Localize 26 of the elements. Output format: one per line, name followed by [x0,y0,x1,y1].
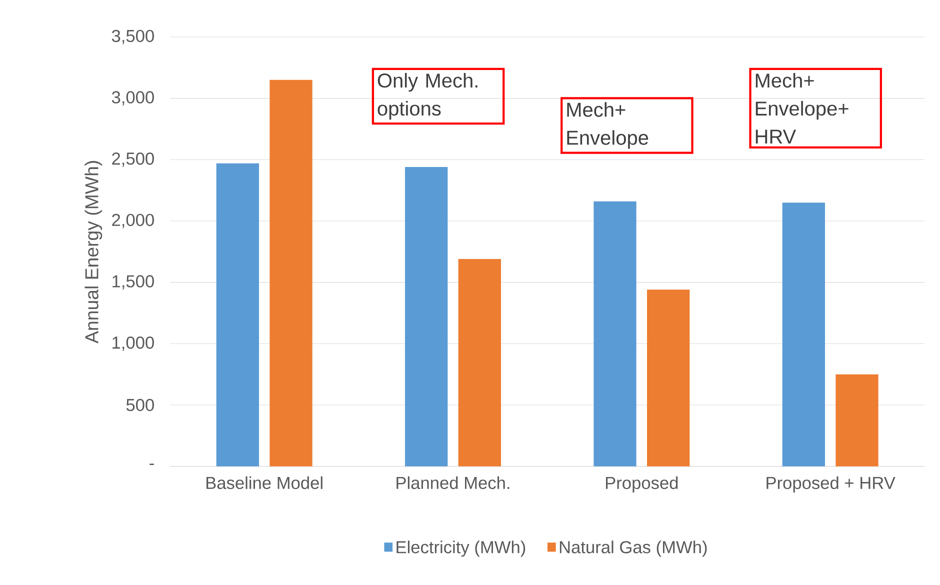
x-tick-label: Planned Mech. [396,476,510,490]
y-axis-title: Annual Energy (MWh) [84,161,102,344]
y-tick-label: 500 [126,398,154,412]
x-tick-label: Proposed [606,476,678,493]
y-tick-label: 1,000 [112,336,154,351]
y-tick-label: 3,000 [112,91,154,106]
y-tick-label: 2,000 [112,214,154,228]
y-tick-label: 3,500 [112,30,154,44]
bar [594,201,636,466]
bar [647,290,690,466]
x-tick-label: Baseline Model [206,476,322,490]
y-tick-label: 2,500 [112,152,154,167]
x-tick-label: Proposed + HRV [766,476,896,493]
legend-label: Electricity (MWh) [396,540,526,557]
annotation: Mech+ Envelope [567,102,648,149]
bar [836,374,878,466]
bar [216,163,259,466]
y-tick-label: 1,500 [112,275,154,290]
annotation: Mech+ Envelope+ HRV [756,72,848,144]
bar [782,202,825,466]
bar [405,167,448,466]
legend-label: Natural Gas (MWh) [560,540,707,557]
bar [270,80,312,466]
bar [458,259,501,466]
annotation: Only Mech. options [378,72,478,120]
y-tick-label: - [150,464,154,466]
